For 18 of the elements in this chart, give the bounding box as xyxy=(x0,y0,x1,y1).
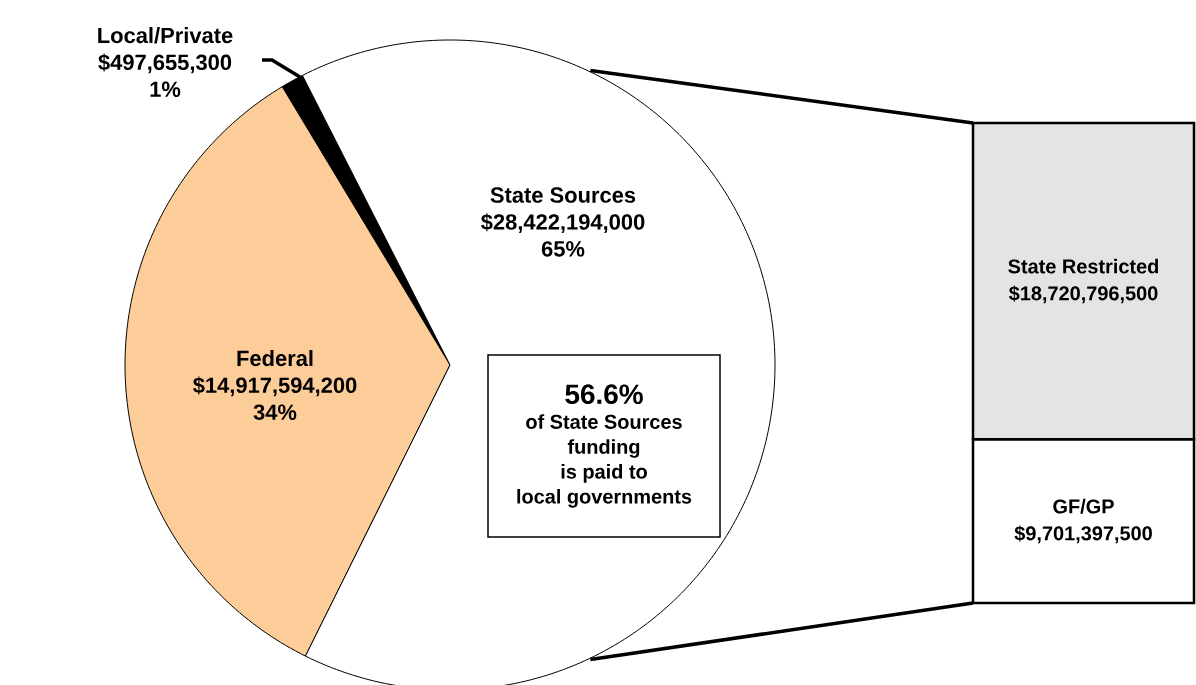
text: funding xyxy=(567,439,640,458)
data-label: $9,701,397,500 xyxy=(1014,525,1152,544)
data-label: $28,422,194,000 xyxy=(481,213,645,233)
slice-label: State Sources xyxy=(490,187,636,203)
text: local governments xyxy=(517,489,692,508)
series-label: State Restricted xyxy=(1008,258,1159,274)
text: 1% xyxy=(150,81,181,97)
slice-label: Federal xyxy=(237,350,313,367)
text: of State Sources xyxy=(526,414,682,429)
data-label: $14,917,594,200 xyxy=(193,376,357,397)
text: 65% xyxy=(541,241,585,257)
slice-label: Local/Private xyxy=(98,27,233,44)
text: 34% xyxy=(253,404,297,420)
text: 56.6% xyxy=(565,384,643,405)
data-label: $497,655,300 xyxy=(98,53,232,74)
data-label: $18,720,796,500 xyxy=(1008,285,1158,304)
text: is paid to xyxy=(561,464,647,483)
series-label: GF/GP xyxy=(1053,498,1114,514)
